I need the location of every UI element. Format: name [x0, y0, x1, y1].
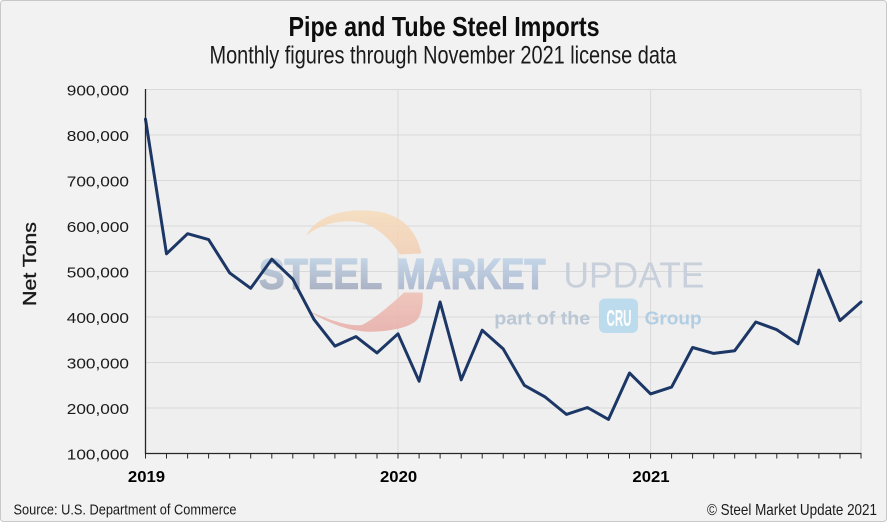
svg-text:800,000: 800,000: [67, 128, 129, 145]
svg-text:2019: 2019: [128, 469, 166, 486]
svg-text:Group: Group: [645, 309, 702, 329]
svg-text:200,000: 200,000: [67, 401, 129, 418]
svg-text:600,000: 600,000: [67, 219, 129, 236]
svg-text:500,000: 500,000: [67, 265, 129, 282]
svg-text:900,000: 900,000: [67, 83, 129, 100]
svg-text:300,000: 300,000: [67, 356, 129, 373]
svg-text:Monthly figures through Novemb: Monthly figures through November 2021 li…: [210, 42, 677, 70]
svg-text:MARKET: MARKET: [397, 251, 546, 299]
svg-text:© Steel Market Update 2021: © Steel Market Update 2021: [707, 502, 877, 519]
svg-text:Source: U.S. Department of Com: Source: U.S. Department of Commerce: [14, 503, 237, 519]
svg-text:part of the: part of the: [494, 309, 590, 329]
svg-text:CRU: CRU: [607, 305, 632, 331]
svg-text:100,000: 100,000: [67, 447, 129, 464]
svg-text:UPDATE: UPDATE: [564, 255, 705, 296]
svg-text:Pipe and Tube Steel Imports: Pipe and Tube Steel Imports: [289, 11, 600, 42]
svg-text:2020: 2020: [380, 469, 417, 486]
svg-text:STEEL: STEEL: [259, 251, 382, 299]
svg-text:Net Tons: Net Tons: [20, 222, 40, 306]
svg-text:700,000: 700,000: [67, 174, 129, 191]
svg-text:2021: 2021: [632, 469, 670, 486]
svg-text:400,000: 400,000: [67, 310, 129, 327]
